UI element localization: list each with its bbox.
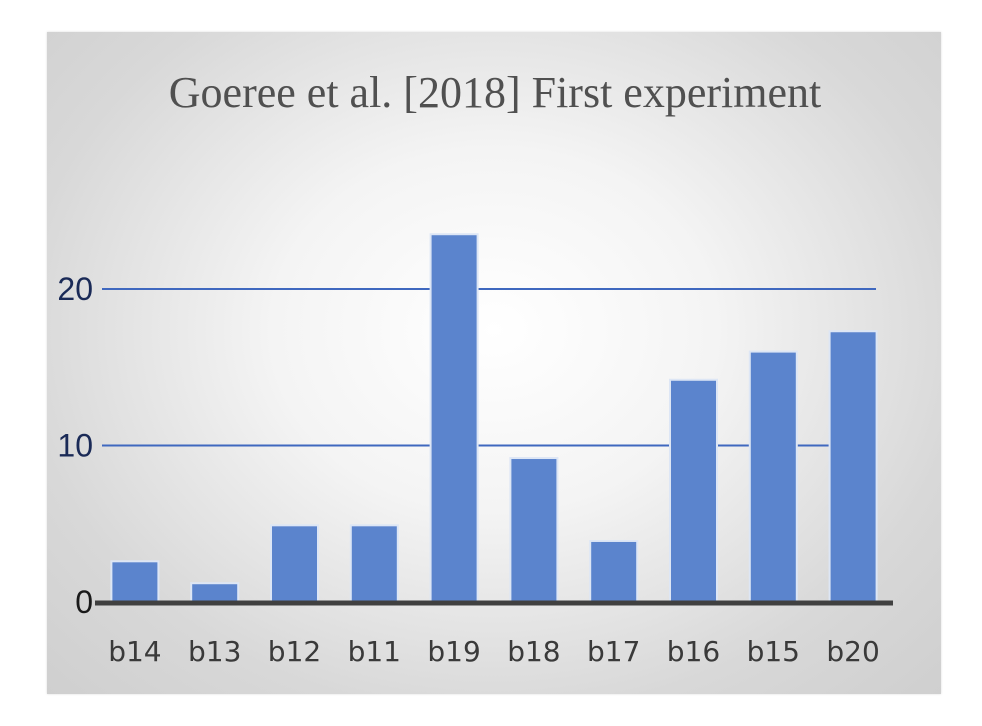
chart-title: Goeree et al. [2018] First experiment <box>168 68 822 117</box>
x-tick-label: b20 <box>826 635 879 668</box>
x-tick-label: b12 <box>268 635 321 668</box>
bar-b15 <box>748 350 798 603</box>
y-tick-labels: 0 10 20 <box>57 271 93 620</box>
x-tick-label: b16 <box>667 635 720 668</box>
bar-b18 <box>509 457 559 603</box>
bar-b12 <box>270 524 319 603</box>
y-tick-label: 20 <box>57 271 93 307</box>
bar-b17 <box>589 539 639 604</box>
bar-b13 <box>190 582 240 603</box>
x-tick-label: b11 <box>348 635 401 668</box>
y-tick-label: 10 <box>57 428 93 464</box>
bar-b20 <box>828 330 878 603</box>
x-tick-label: b18 <box>507 635 560 668</box>
x-tick-label: b14 <box>108 635 161 668</box>
bar-b19 <box>429 233 479 603</box>
bar-b16 <box>669 378 718 603</box>
y-tick-label: 0 <box>75 584 93 620</box>
x-tick-label: b17 <box>587 635 640 668</box>
x-tick-label: b19 <box>427 635 480 668</box>
bar-b14 <box>110 560 160 603</box>
bars <box>110 233 878 604</box>
x-tick-labels: b14 b13 b12 b11 b19 b18 b17 b16 b15 b20 <box>108 635 880 668</box>
x-tick-label: b15 <box>747 635 800 668</box>
x-tick-label: b13 <box>188 635 241 668</box>
bar-b11 <box>349 524 399 603</box>
gridlines <box>102 288 876 447</box>
